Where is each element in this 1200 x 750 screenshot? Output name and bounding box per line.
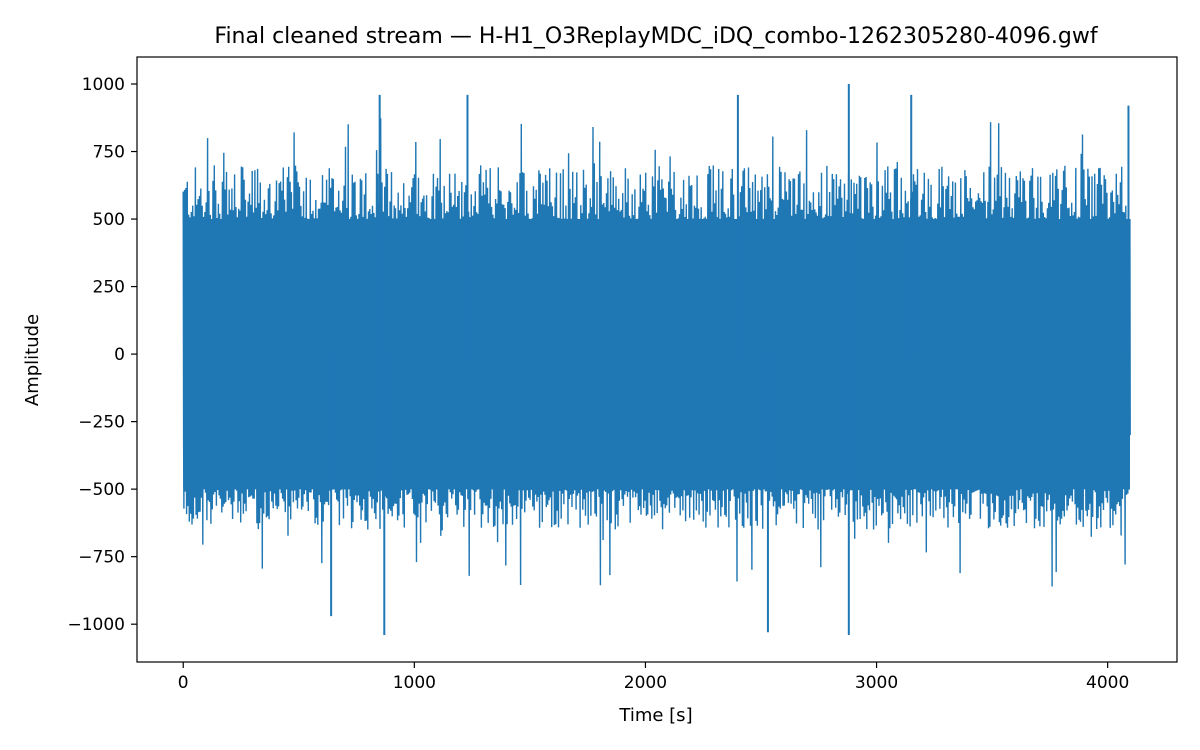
y-tick-label: 500 <box>93 210 125 230</box>
y-axis-label: Amplitude <box>22 314 43 406</box>
plot-series <box>182 84 1131 635</box>
x-tick-label: 2000 <box>624 673 667 693</box>
y-tick-label: 750 <box>93 143 125 163</box>
y-tick-label: −1000 <box>67 615 125 635</box>
y-axis-ticks: −1000 −750 −500 −250 0 250 500 750 1000 <box>67 75 137 635</box>
chart-title: Final cleaned stream — H-H1_O3ReplayMDC_… <box>214 24 1098 49</box>
x-tick-label: 1000 <box>393 673 436 693</box>
x-axis-ticks: 0 1000 2000 3000 4000 <box>178 662 1129 693</box>
y-tick-label: 1000 <box>82 75 125 95</box>
y-tick-label: −500 <box>78 480 125 500</box>
y-tick-label: −250 <box>78 413 125 433</box>
x-tick-label: 3000 <box>855 673 898 693</box>
x-tick-label: 4000 <box>1086 673 1129 693</box>
plot-frame <box>136 56 1178 663</box>
x-axis-label: Time [s] <box>618 705 692 726</box>
y-tick-label: 0 <box>114 345 125 365</box>
y-tick-label: 250 <box>93 278 125 298</box>
y-tick-label: −750 <box>78 548 125 568</box>
x-tick-label: 0 <box>178 673 189 693</box>
series-line <box>182 118 1131 587</box>
